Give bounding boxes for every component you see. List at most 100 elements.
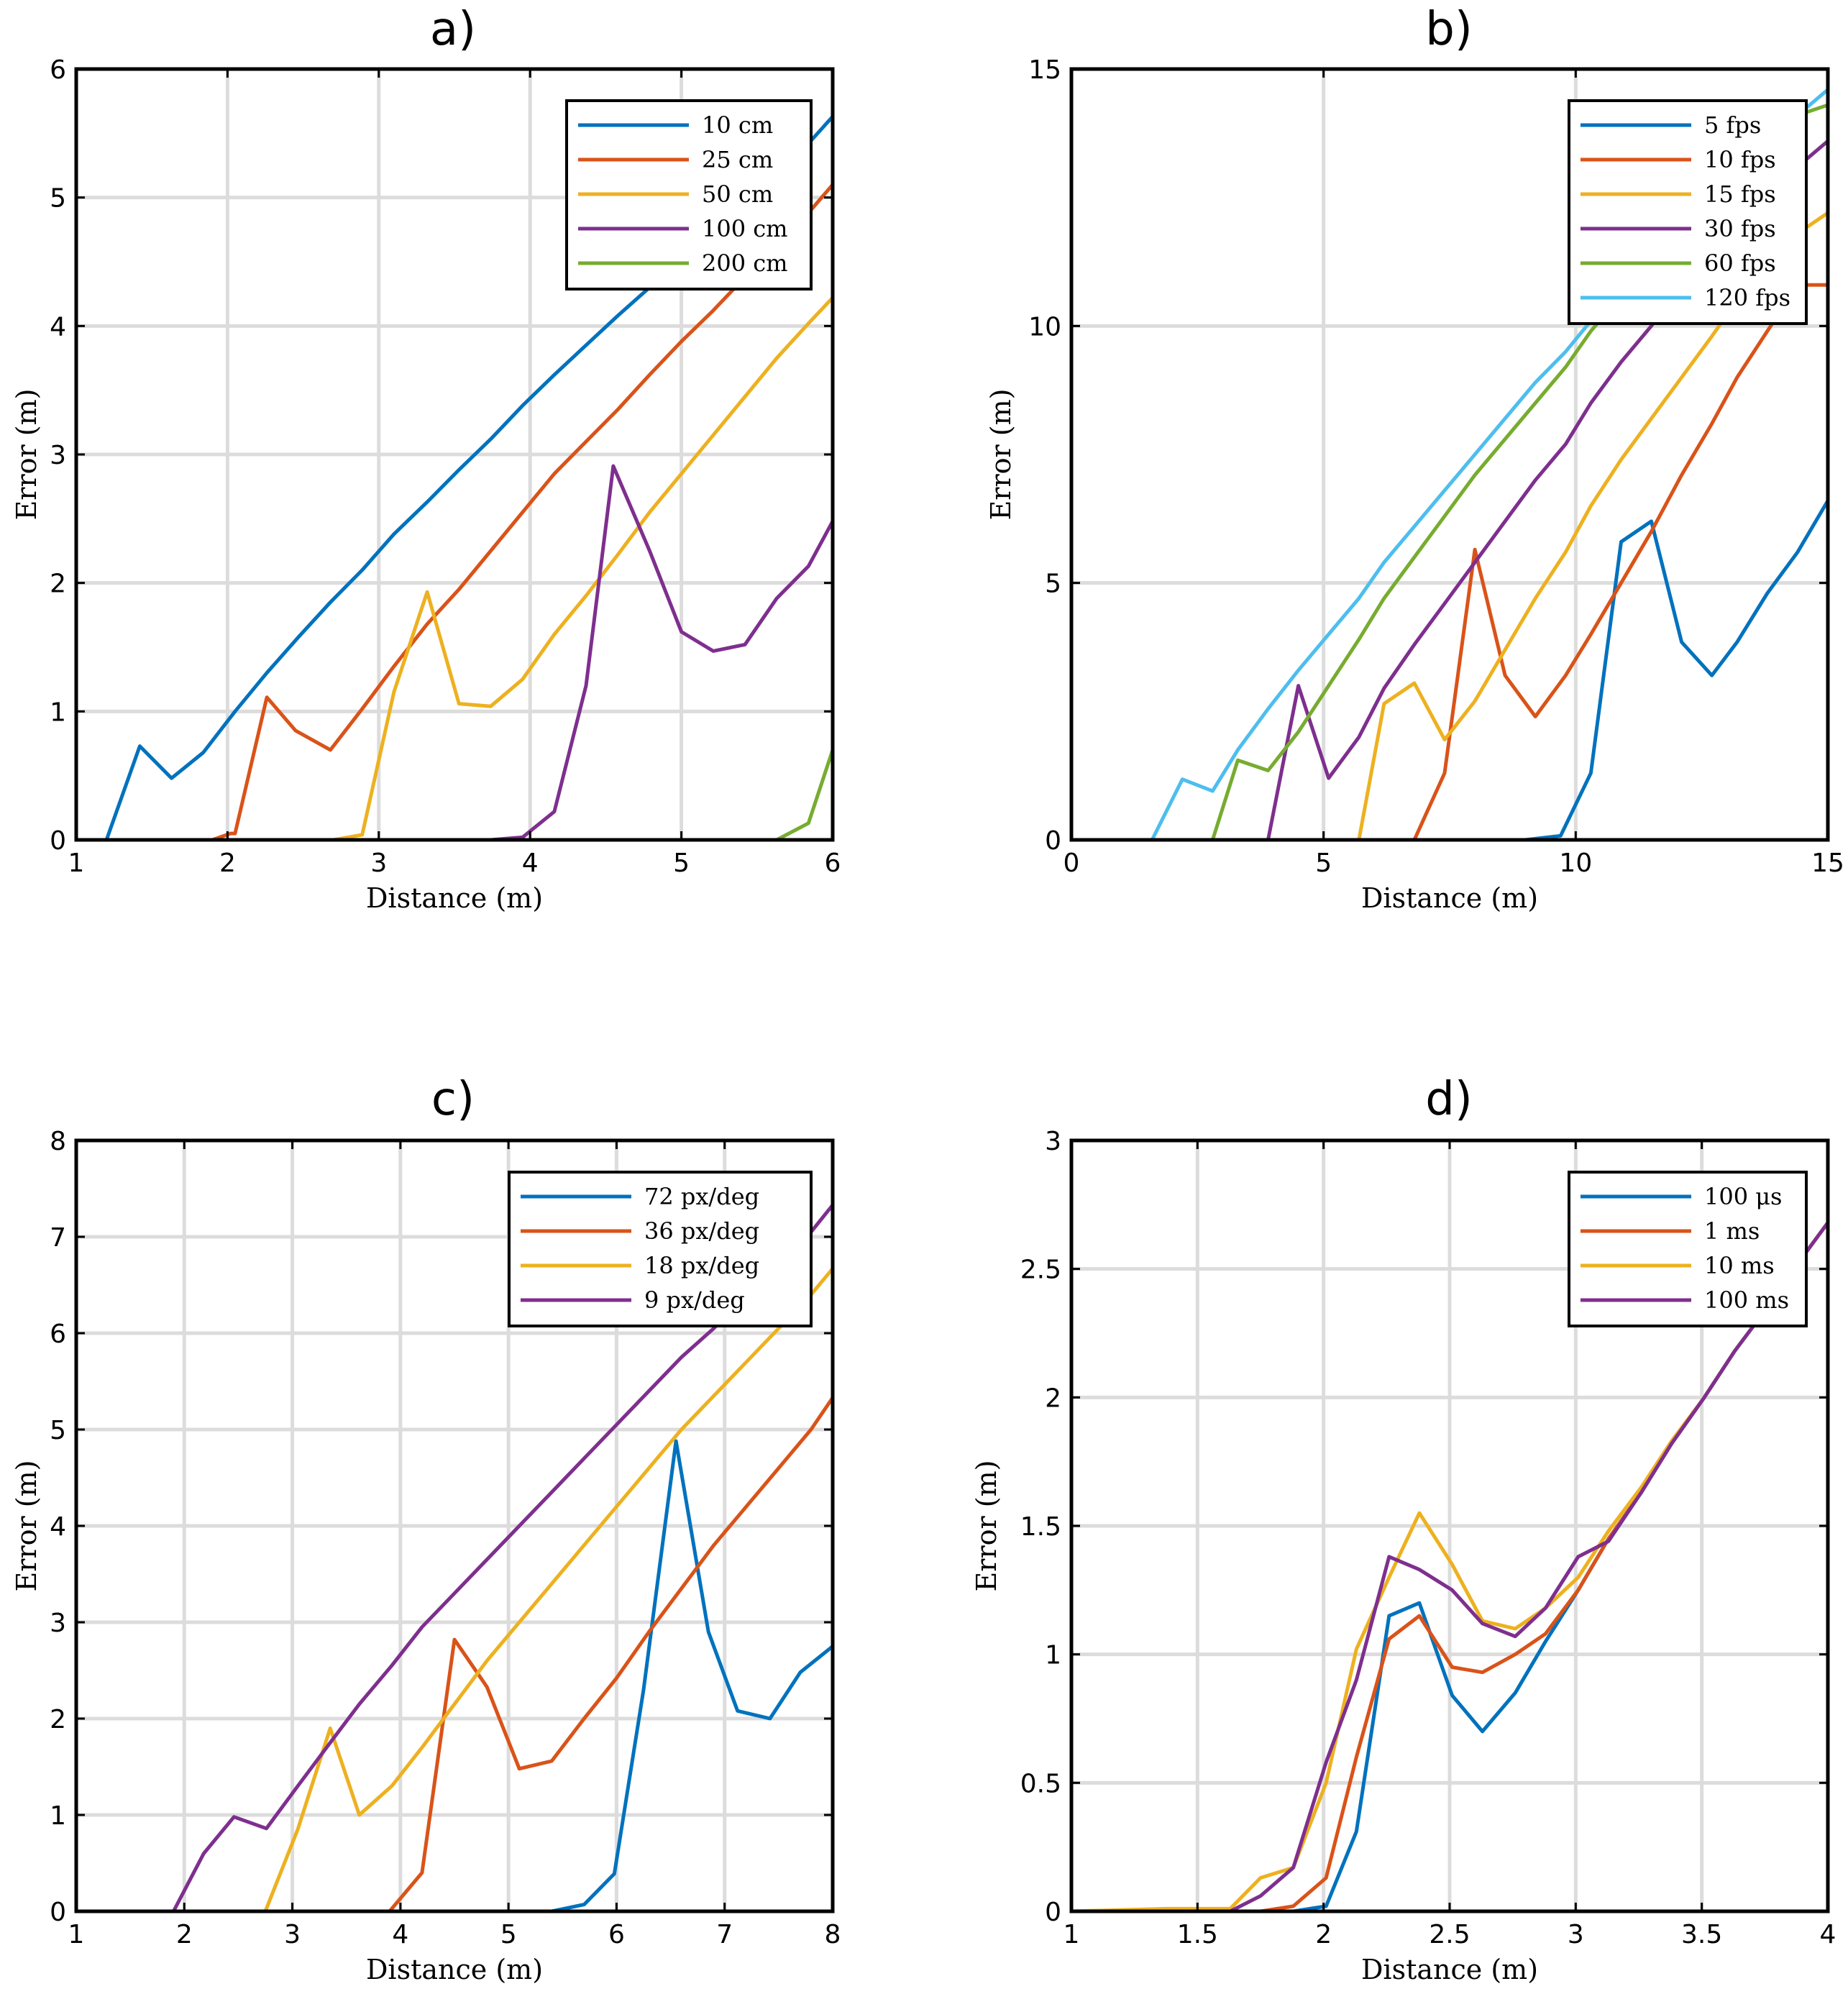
panel-a-y-tick-label: 5 [50,184,66,214]
panel-a-y-tick-label: 4 [50,312,66,342]
panel-b-series-line-1 [1120,498,1828,840]
panel-d-x-tick-label: 4 [1820,1920,1836,1949]
panel-d-x-tick-label: 2 [1315,1920,1332,1949]
panel-d-y-tick-label: 1 [1045,1641,1061,1670]
panel-b-legend-box [1568,99,1808,325]
panel-c-series-line-3 [76,1266,833,1911]
panel-c-x-tick-label: 8 [825,1920,841,1949]
panel-c-x-tick-label: 3 [284,1920,301,1949]
panel-a-series-line-5 [76,748,833,840]
panel-a-legend-label: 25 cm [702,146,773,173]
panel-a-legend-label: 10 cm [702,111,773,139]
panel-c-x-tick-label: 6 [608,1920,625,1949]
panel-a-x-tick-label: 2 [219,849,236,878]
panel-c-x-tick-label: 4 [392,1920,408,1949]
panel-d-x-tick-label: 1.5 [1177,1920,1218,1949]
panel-a-y-tick-label: 1 [50,698,66,727]
panel-b-legend-label: 120 fps [1704,284,1790,311]
panel-d-grid [1071,1140,1828,1911]
panel-d-y-tick-label: 2.5 [1020,1256,1061,1285]
panel-b-ticks: 0 5 10 15 0 5 10 15 [1028,55,1844,878]
panel-c-x-tick-label: 2 [176,1920,193,1949]
panel-b-legend-label: 30 fps [1704,215,1776,242]
panel-a-x-tick-label: 6 [825,849,841,878]
panel-c-y-tick-label: 1 [50,1801,66,1831]
panel-b-y-tick-label: 0 [1045,826,1061,856]
panel-c-y-tick-label: 7 [50,1223,66,1253]
panel-b-x-tick-label: 0 [1063,849,1080,878]
panel-b-y-tick-label: 10 [1028,312,1061,342]
panel-a-y-axis-label: Error (m) [11,389,42,521]
panel-a-series-line-4 [76,464,833,840]
panel-a-title: a) [430,3,476,56]
panel-c-legend-label: 18 px/deg [644,1252,759,1279]
panel-c-series-line-1 [76,1439,833,1911]
panel-b-x-tick-label: 15 [1811,849,1844,878]
panel-d-title: d) [1425,1073,1473,1126]
panel-b-x-axis-label: Distance (m) [1361,882,1538,914]
panel-a-x-tick-label: 4 [522,849,539,878]
panel-c-y-tick-label: 5 [50,1416,66,1445]
panel-a-legend-label: 50 cm [702,180,773,208]
panel-a-legend: 10 cm 25 cm 50 cm 100 cm 200 cm [565,99,813,291]
panel-d-y-tick-label: 0.5 [1020,1769,1061,1798]
panel-c-y-tick-label: 6 [50,1320,66,1349]
panel-b-title: b) [1425,3,1473,56]
panel-b-legend-label: 60 fps [1704,250,1776,277]
panel-d-x-tick-label: 1 [1063,1920,1080,1949]
panel-d-y-tick-label: 2 [1045,1384,1061,1413]
panel-c-x-tick-label: 1 [68,1920,85,1949]
panel-c-legend-label: 36 px/deg [644,1217,759,1245]
panel-b-legend: 5 fps 10 fps 15 fps 30 fps 60 fps 120 fps [1568,99,1808,325]
panel-c-x-tick-label: 5 [500,1920,517,1949]
panel-a-x-tick-label: 5 [673,849,690,878]
panel-c-series-line-2 [76,1396,833,1911]
panel-d-y-tick-label: 0 [1045,1898,1061,1927]
panel-d-legend-label: 10 ms [1704,1252,1775,1279]
panel-b-x-tick-label: 10 [1559,849,1592,878]
panel-d-legend-label: 100 μs [1704,1183,1782,1210]
panel-a-x-tick-label: 1 [68,849,85,878]
panel-b-legend-label: 5 fps [1704,111,1761,139]
panel-b: b) 0 5 10 15 0 5 10 15 Distance (m) Error (m) 5… [985,3,1844,914]
panel-d-x-tick-label: 2.5 [1429,1920,1470,1949]
panel-c-x-axis-label: Distance (m) [366,1954,543,1985]
panel-a-y-tick-label: 3 [50,441,66,470]
panel-c-y-tick-label: 8 [50,1127,66,1156]
panel-d: d) 1 1.5 2 2.5 3 3.5 4 0 0.5 1 1.5 2 2.5 3 Distance (… [971,1073,1836,1985]
panel-d-ticks: 1 1.5 2 2.5 3 3.5 4 0 0.5 1 1.5 2 2.5 3 [1020,1127,1836,1949]
panel-c-y-axis-label: Error (m) [11,1460,42,1592]
panel-d-y-axis-label: Error (m) [971,1460,1002,1592]
panel-c-x-tick-label: 7 [716,1920,733,1949]
panel-c-y-tick-label: 2 [50,1705,66,1734]
panel-a-series-line-3 [76,296,833,840]
panel-d-x-tick-label: 3 [1568,1920,1584,1949]
panel-c-y-tick-label: 0 [50,1898,66,1927]
panel-b-legend-label: 15 fps [1704,180,1776,208]
panel-c-legend-label: 9 px/deg [644,1286,745,1314]
panel-b-x-tick-label: 5 [1315,849,1332,878]
panel-a-x-tick-label: 3 [370,849,387,878]
panel-d-legend: 100 μs 1 ms 10 ms 100 ms [1568,1171,1808,1327]
panel-d-x-tick-label: 3.5 [1681,1920,1722,1949]
panel-a-x-axis-label: Distance (m) [366,882,543,914]
panel-d-legend-label: 1 ms [1704,1217,1760,1245]
panel-b-y-tick-label: 15 [1028,55,1061,85]
panel-a-legend-label: 100 cm [702,215,788,242]
panel-a-y-tick-label: 0 [50,826,66,856]
panel-c-title: c) [431,1073,475,1126]
panel-b-y-axis-label: Error (m) [985,389,1017,521]
panel-c-legend: 72 px/deg 36 px/deg 18 px/deg 9 px/deg [508,1171,813,1327]
panel-d-y-tick-label: 3 [1045,1127,1061,1156]
panel-a-series-line-2 [76,183,833,840]
panel-c-y-tick-label: 4 [50,1512,66,1542]
panel-b-y-tick-label: 5 [1045,570,1061,599]
panel-d-series-line-4 [1071,1220,1828,1911]
panel-a-y-tick-label: 6 [50,55,66,85]
panel-d-y-tick-label: 1.5 [1020,1512,1061,1542]
